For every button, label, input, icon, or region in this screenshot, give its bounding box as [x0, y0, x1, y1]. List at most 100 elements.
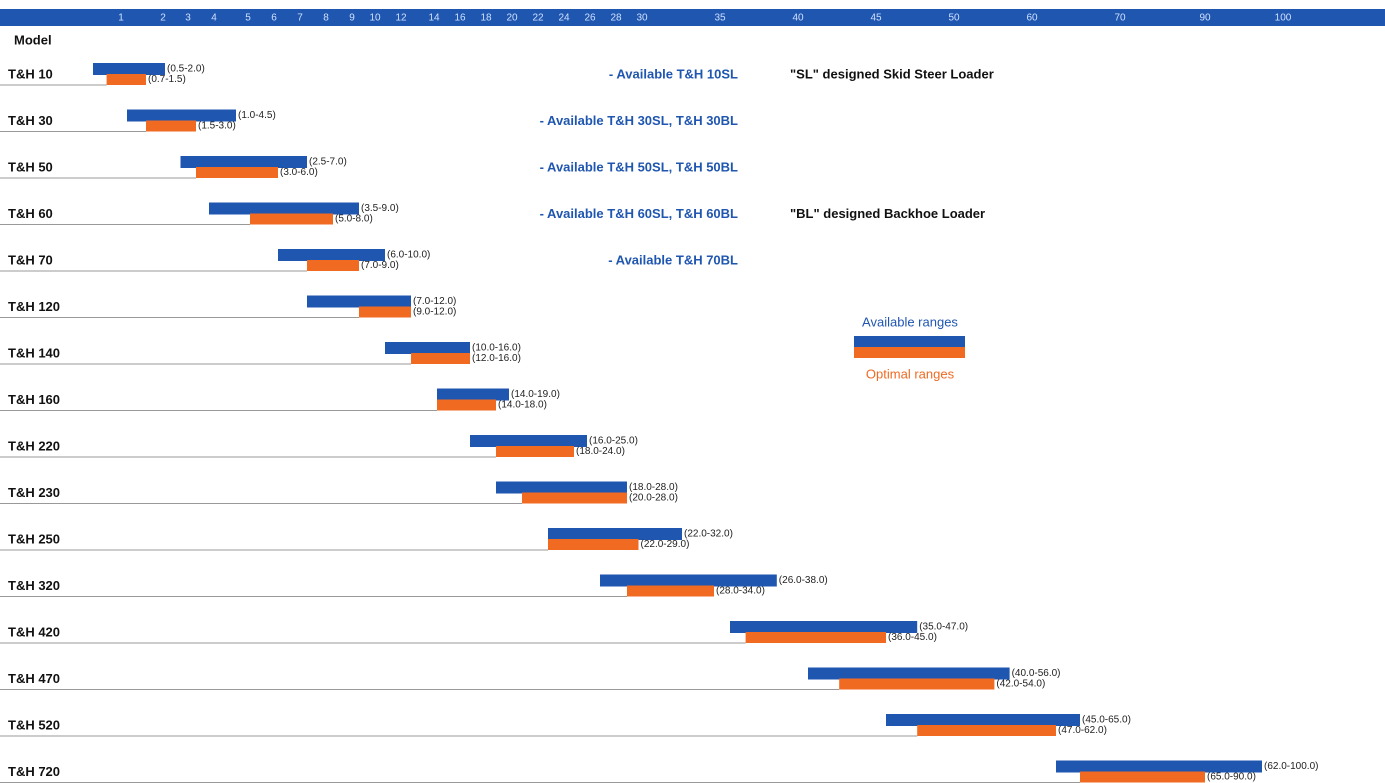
annotation: - Available T&H 10SL: [609, 66, 738, 81]
x-tick-label: 26: [584, 13, 596, 24]
x-tick-label: 14: [428, 13, 440, 24]
range-bar: [307, 295, 411, 308]
value-label: (9.0-12.0): [413, 307, 456, 318]
annotation: - Available T&H 50SL, T&H 50BL: [540, 159, 738, 174]
range-bar: [600, 574, 777, 587]
annotation: - Available T&H 60SL, T&H 60BL: [540, 206, 738, 221]
value-label: (3.0-6.0): [280, 167, 318, 178]
value-label: (7.0-12.0): [413, 296, 456, 307]
model-label: T&H 50: [8, 159, 53, 174]
range-bar: [437, 388, 509, 401]
range-bar: [106, 74, 146, 85]
model-label: T&H 160: [8, 392, 60, 407]
value-label: (0.5-2.0): [167, 64, 205, 75]
model-label: T&H 10: [8, 66, 53, 81]
x-tick-label: 1: [118, 13, 124, 24]
x-tick-label: 12: [395, 13, 407, 24]
x-tick-label: 18: [480, 13, 492, 24]
value-label: (18.0-28.0): [629, 482, 678, 493]
x-tick-label: 60: [1026, 13, 1038, 24]
value-label: (2.5-7.0): [309, 157, 347, 168]
x-tick-label: 35: [714, 13, 726, 24]
value-label: (47.0-62.0): [1058, 725, 1107, 736]
model-label: T&H 250: [8, 531, 60, 546]
range-bar: [1056, 760, 1262, 773]
model-label: T&H 470: [8, 671, 60, 686]
header: Model: [14, 32, 52, 47]
legend-label: Optimal ranges: [866, 366, 955, 381]
annotation: - Available T&H 70BL: [608, 252, 738, 267]
range-bar: [730, 621, 918, 633]
x-tick-label: 8: [323, 13, 329, 24]
model-label: T&H 220: [8, 438, 60, 453]
range-bar: [496, 446, 574, 457]
range-bar: [127, 109, 236, 122]
value-label: (26.0-38.0): [779, 575, 828, 586]
value-label: (1.5-3.0): [198, 121, 236, 132]
x-tick-label: 5: [245, 13, 251, 24]
range-bar: [839, 678, 995, 690]
range-bar: [180, 156, 307, 168]
range-bar: [93, 63, 165, 75]
x-tick-label: 3: [185, 13, 191, 24]
value-label: (16.0-25.0): [589, 436, 638, 447]
model-label: T&H 70: [8, 252, 53, 267]
range-bar: [250, 213, 333, 225]
range-bar: [886, 714, 1080, 726]
x-tick-label: 16: [454, 13, 466, 24]
value-label: (3.5-9.0): [361, 203, 399, 214]
note: "SL" designed Skid Steer Loader: [790, 66, 994, 81]
range-bar: [548, 528, 682, 540]
x-tick-label: 45: [870, 13, 882, 24]
x-tick-label: 50: [948, 13, 960, 24]
model-label: T&H 60: [8, 206, 53, 221]
model-label: T&H 520: [8, 717, 60, 732]
model-label: T&H 30: [8, 113, 53, 128]
value-label: (22.0-32.0): [684, 529, 733, 540]
range-bar: [307, 260, 359, 271]
value-label: (62.0-100.0): [1264, 761, 1318, 772]
x-tick-label: 40: [792, 13, 804, 24]
range-bar: [437, 399, 496, 411]
range-bar: [209, 202, 359, 215]
range-bar: [146, 120, 196, 132]
value-label: (6.0-10.0): [387, 250, 430, 261]
value-label: (42.0-54.0): [996, 679, 1045, 690]
value-label: (65.0-90.0): [1207, 772, 1256, 783]
value-label: (1.0-4.5): [238, 110, 276, 121]
x-tick-label: 7: [297, 13, 303, 24]
range-bar: [627, 585, 714, 597]
range-bar: [548, 539, 639, 550]
range-bar: [278, 249, 385, 261]
value-label: (36.0-45.0): [888, 632, 937, 643]
model-label: T&H 320: [8, 578, 60, 593]
value-label: (0.7-1.5): [148, 74, 186, 85]
value-label: (14.0-18.0): [498, 400, 547, 411]
value-label: (10.0-16.0): [472, 343, 521, 354]
model-label: T&H 720: [8, 764, 60, 779]
model-label: T&H 420: [8, 624, 60, 639]
x-tick-label: 10: [369, 13, 381, 24]
value-label: (12.0-16.0): [472, 353, 521, 364]
value-label: (28.0-34.0): [716, 586, 765, 597]
range-bar: [385, 342, 470, 354]
x-tick-label: 20: [506, 13, 518, 24]
range-bar: [196, 167, 278, 178]
annotation: - Available T&H 30SL, T&H 30BL: [540, 113, 738, 128]
note: "BL" designed Backhoe Loader: [790, 206, 985, 221]
x-tick-label: 22: [532, 13, 544, 24]
x-tick-label: 28: [610, 13, 622, 24]
range-bar: [808, 667, 1010, 680]
x-tick-label: 90: [1199, 13, 1211, 24]
range-bar: [411, 353, 470, 364]
legend-swatch: [854, 347, 965, 358]
axis-band: [0, 9, 1385, 26]
x-tick-label: 100: [1275, 13, 1292, 24]
range-bar: [496, 481, 627, 494]
x-tick-label: 9: [349, 13, 355, 24]
x-tick-label: 30: [636, 13, 648, 24]
legend-swatch: [854, 336, 965, 347]
value-label: (18.0-24.0): [576, 446, 625, 457]
range-bar: [917, 725, 1056, 736]
